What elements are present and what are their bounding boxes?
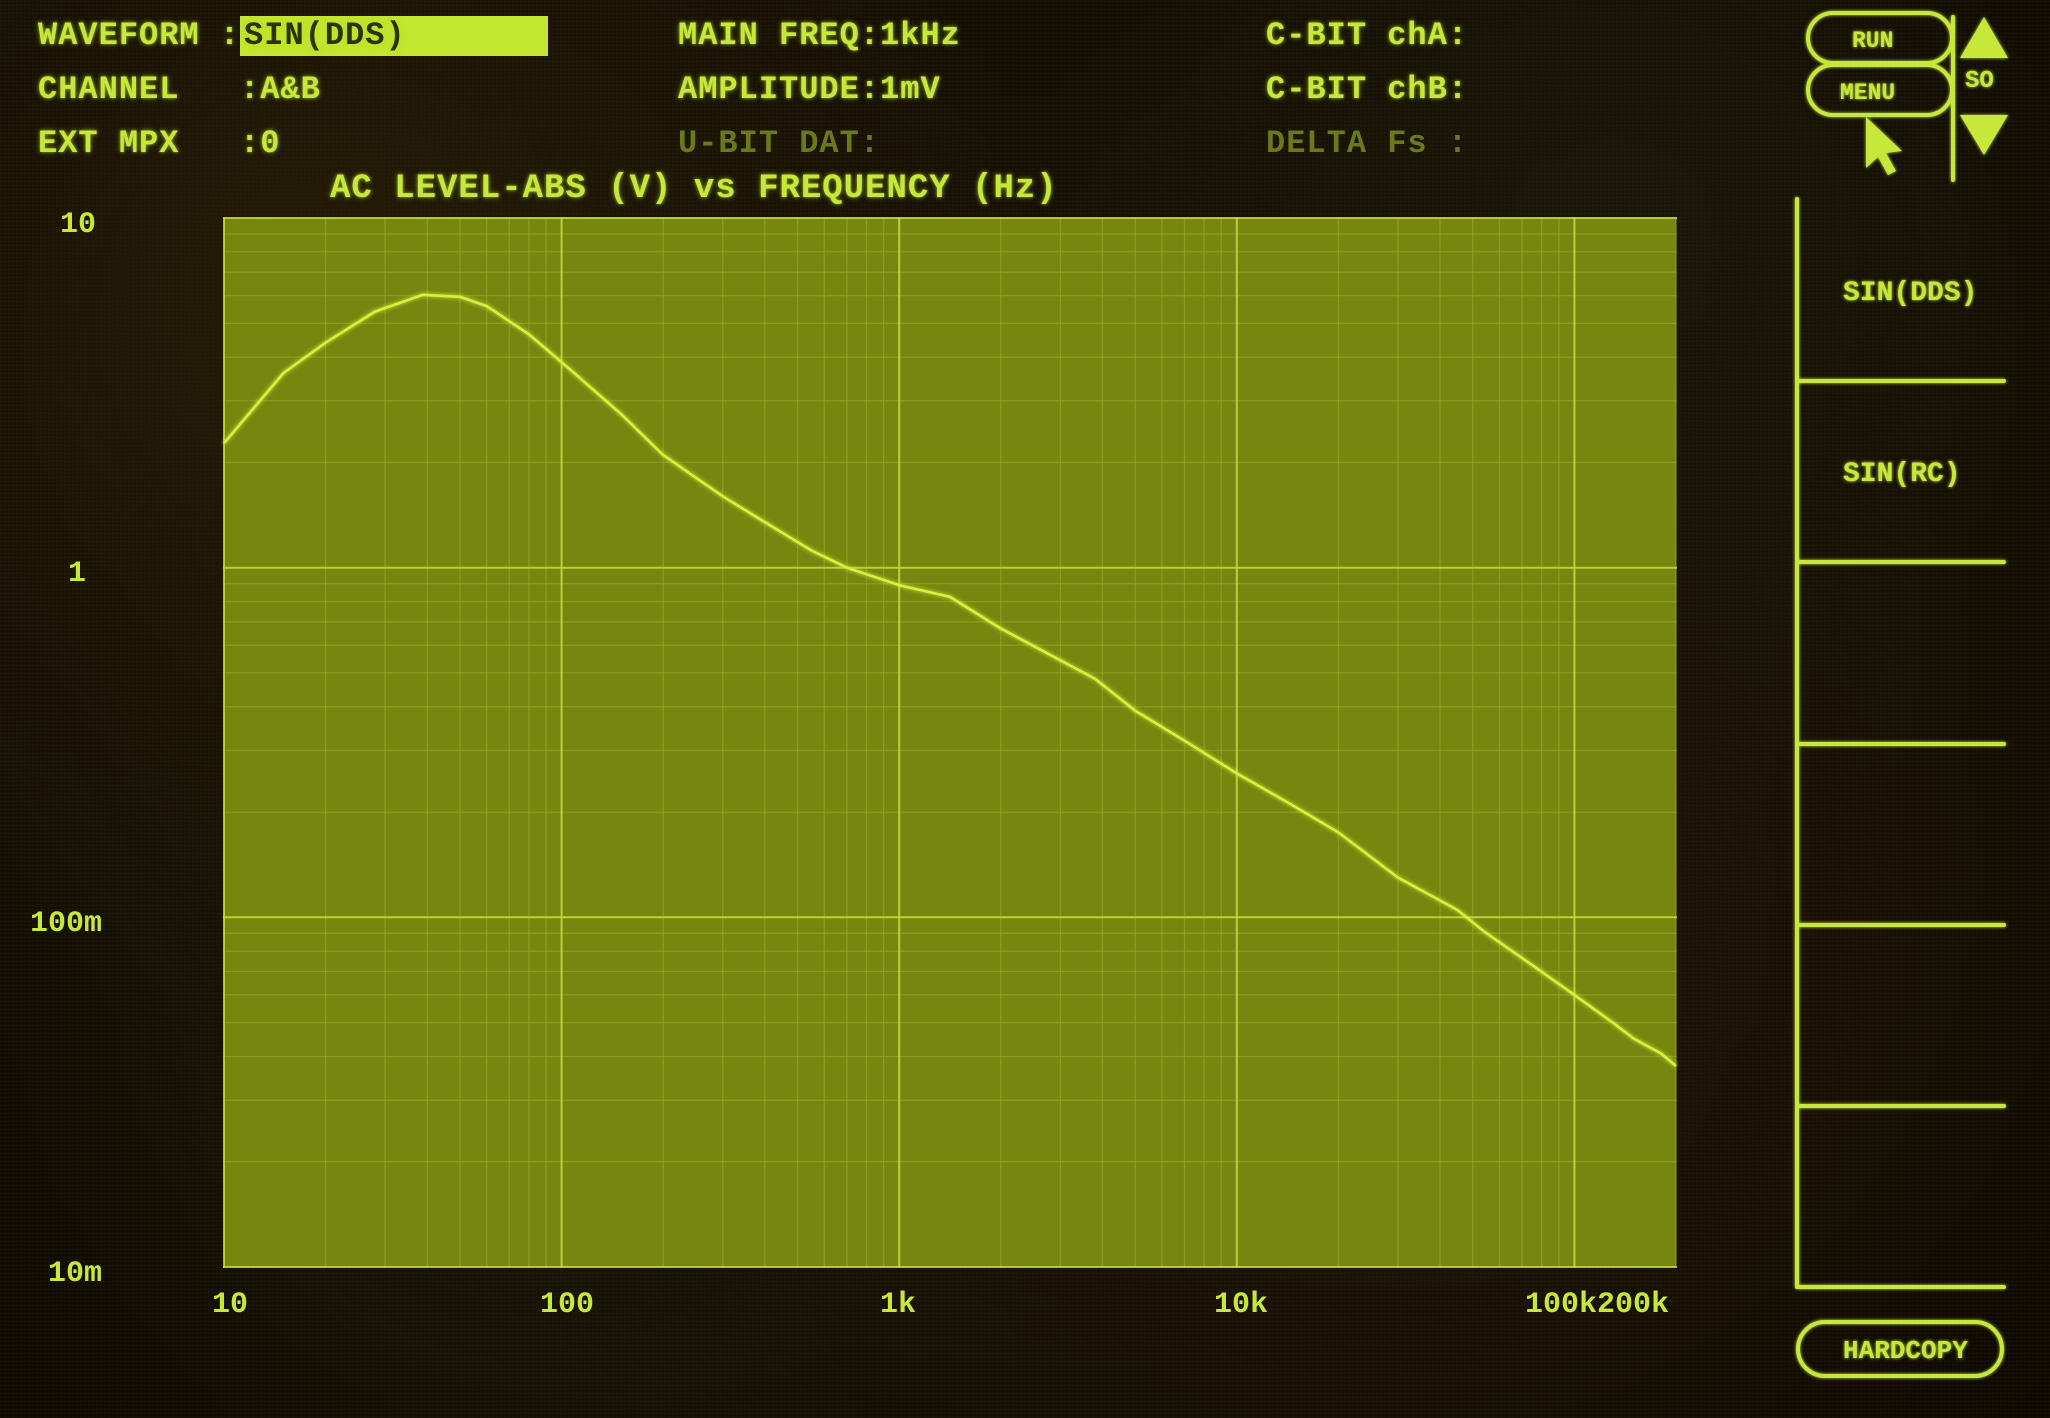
svg-text:SIN(RC): SIN(RC) xyxy=(1843,459,1961,490)
svg-text:MENU: MENU xyxy=(1840,80,1895,106)
svg-text:RUN: RUN xyxy=(1852,28,1893,54)
svg-text:HARDCOPY: HARDCOPY xyxy=(1843,1336,1968,1366)
svg-text:SO: SO xyxy=(1965,68,1994,95)
svg-text:SIN(DDS): SIN(DDS) xyxy=(1843,278,1977,309)
